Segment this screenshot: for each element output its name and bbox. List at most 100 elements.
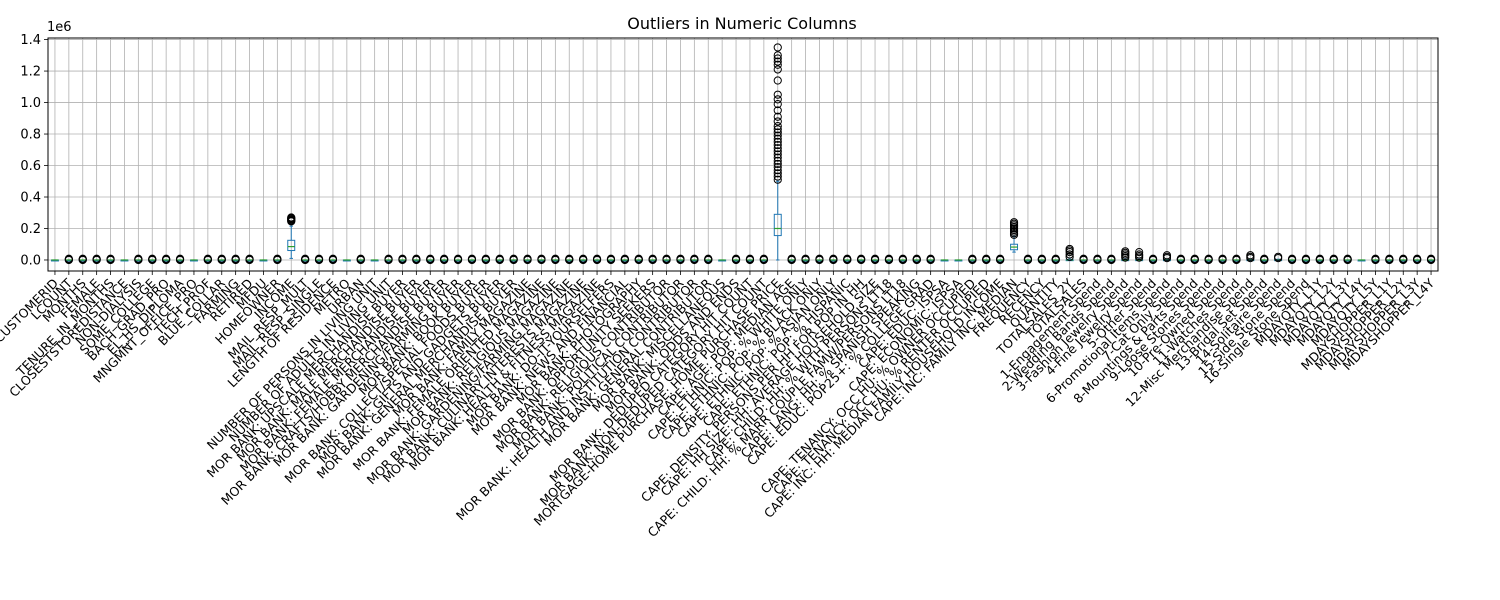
- box-41: [620, 254, 629, 265]
- outlier-point: [203, 254, 212, 263]
- outlier-point: [1329, 254, 1338, 263]
- outlier-point: [773, 125, 782, 134]
- box-61: [898, 254, 907, 265]
- outlier-point: [773, 150, 782, 159]
- outlier-point: [1260, 254, 1269, 263]
- outlier-point: [773, 128, 782, 137]
- box-85: [1232, 254, 1241, 265]
- outlier-point: [78, 254, 87, 263]
- box-60: [884, 254, 894, 265]
- box-65: [954, 259, 963, 262]
- outlier-point: [1135, 248, 1144, 257]
- outlier-point: [773, 51, 782, 60]
- outlier-point: [1093, 254, 1102, 263]
- outlier-point: [1371, 254, 1380, 263]
- outlier-point: [1399, 254, 1408, 263]
- outlier-point: [773, 156, 782, 165]
- outlier-point: [162, 254, 171, 263]
- outlier-point: [648, 254, 657, 263]
- outlier-point: [481, 254, 490, 263]
- outlier-point: [1301, 254, 1311, 263]
- box-iqr: [287, 239, 296, 252]
- box-12: [217, 254, 226, 265]
- box-16: [273, 254, 282, 265]
- outlier-point: [301, 254, 310, 263]
- outlier-point: [1037, 254, 1046, 263]
- box-68: [996, 254, 1005, 265]
- box-36: [551, 254, 560, 265]
- outlier-point: [759, 254, 768, 263]
- outlier-point: [731, 254, 741, 263]
- outlier-point: [440, 254, 449, 263]
- box-57: [843, 254, 852, 265]
- outlier-point: [273, 254, 282, 263]
- outlier-point: [773, 153, 782, 162]
- box-21: [342, 259, 351, 262]
- box-45: [676, 254, 685, 265]
- box-17: [287, 213, 296, 259]
- outlier-point: [662, 254, 671, 263]
- box-59: [870, 254, 880, 265]
- box-74: [1079, 254, 1088, 265]
- box-80: [1162, 251, 1172, 263]
- plot-frame: [47, 37, 1439, 272]
- box-5: [120, 259, 129, 262]
- outlier-point: [1162, 251, 1172, 260]
- outlier-point: [426, 254, 435, 263]
- box-47: [704, 254, 713, 265]
- y-tick-label: 0.2: [20, 222, 41, 237]
- outlier-point: [1023, 254, 1033, 263]
- outlier-point: [537, 254, 546, 263]
- box-88: [1274, 252, 1283, 263]
- outlier-point: [579, 254, 588, 263]
- outlier-point: [773, 159, 782, 169]
- outlier-point: [1315, 254, 1324, 263]
- y-tick-label: 1.2: [20, 65, 41, 80]
- outlier-point: [1065, 252, 1074, 261]
- box-53: [787, 254, 796, 265]
- outlier-point: [245, 254, 254, 263]
- outlier-point: [328, 254, 338, 263]
- outlier-point: [634, 254, 643, 263]
- outlier-point: [134, 254, 143, 263]
- outlier-point: [787, 254, 796, 263]
- outlier-point: [773, 60, 782, 69]
- box-69: [1009, 218, 1019, 253]
- outlier-point: [773, 112, 782, 121]
- box-19: [314, 254, 324, 265]
- x-axis: CUSTOMERIDLCOUNTMONTHSFEMALETENURE_IN_MO…: [0, 271, 1437, 540]
- outlier-point: [92, 254, 101, 263]
- outlier-point: [773, 57, 782, 66]
- grid-layer: [48, 38, 1438, 271]
- outlier-point: [773, 131, 782, 140]
- outlier-point: [1190, 254, 1199, 263]
- outlier-point: [1385, 254, 1394, 263]
- box-18: [301, 254, 310, 265]
- box-8: [162, 254, 171, 265]
- outlier-point: [384, 254, 393, 263]
- box-42: [634, 254, 643, 265]
- outlier-point: [175, 254, 185, 263]
- outlier-point: [773, 76, 782, 85]
- outlier-point: [898, 254, 907, 263]
- outlier-point: [106, 254, 115, 263]
- box-35: [537, 254, 546, 265]
- outlier-point: [773, 140, 782, 150]
- outlier-point: [1079, 254, 1088, 263]
- outlier-point: [773, 117, 782, 126]
- box-39: [592, 254, 602, 265]
- box-22: [356, 254, 365, 265]
- box-1: [64, 254, 73, 265]
- outlier-point: [64, 254, 73, 263]
- outlier-point: [996, 254, 1005, 263]
- outlier-point: [773, 90, 782, 99]
- outlier-point: [773, 172, 782, 181]
- outlier-point: [773, 100, 782, 109]
- outlier-point: [773, 134, 782, 143]
- box-3: [92, 254, 101, 265]
- box-54: [801, 254, 810, 265]
- box-50: [745, 254, 755, 265]
- outlier-point: [523, 254, 532, 263]
- box-44: [662, 254, 671, 265]
- box-43: [648, 254, 657, 265]
